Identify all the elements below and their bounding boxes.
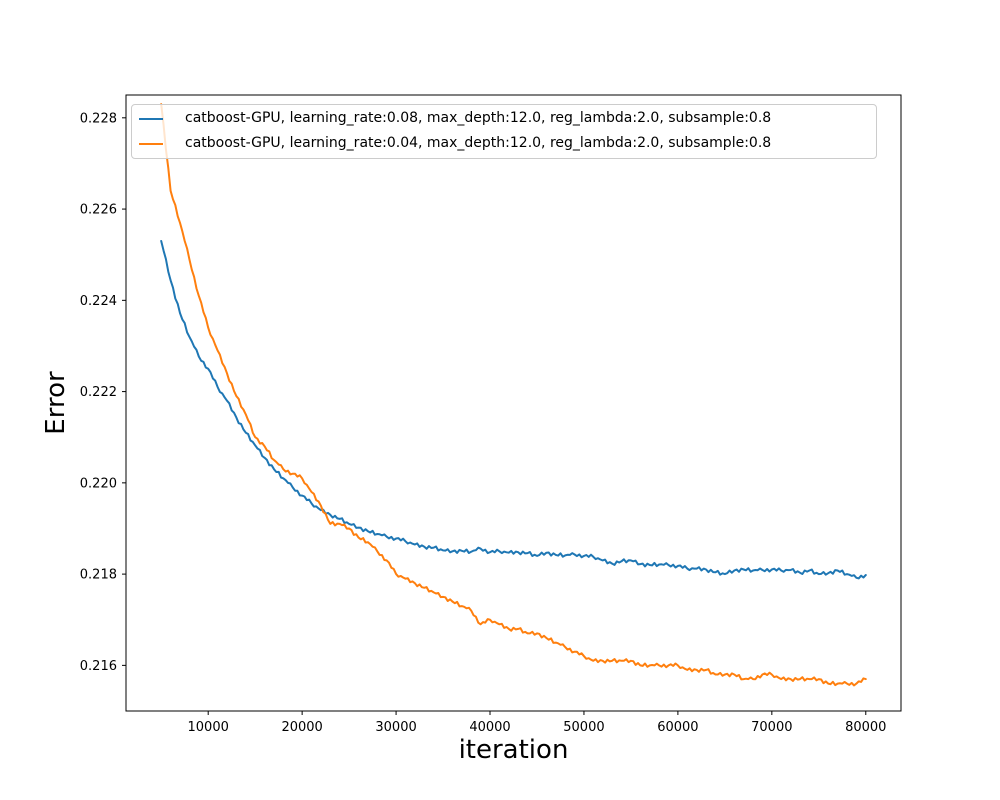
x-tick-label: 80000 [845, 720, 886, 735]
legend: catboost-GPU, learning_rate:0.08, max_de… [131, 104, 877, 159]
series-line-1 [160, 103, 867, 687]
x-tick-label: 50000 [563, 720, 604, 735]
x-tick-label: 60000 [657, 720, 698, 735]
legend-item: catboost-GPU, learning_rate:0.08, max_de… [139, 106, 868, 131]
y-tick-label: 0.218 [80, 568, 117, 583]
x-tick-label: 30000 [375, 720, 416, 735]
x-tick-label: 10000 [188, 720, 229, 735]
y-tick-label: 0.228 [80, 111, 117, 126]
legend-item: catboost-GPU, learning_rate:0.04, max_de… [139, 131, 868, 156]
y-tick-label: 0.216 [80, 659, 117, 674]
x-tick-label: 20000 [281, 720, 322, 735]
y-tick-label: 0.220 [80, 476, 117, 491]
y-axis-label: Error [41, 371, 71, 435]
legend-label-series-1: catboost-GPU, learning_rate:0.04, max_de… [185, 135, 772, 151]
legend-label-series-0: catboost-GPU, learning_rate:0.08, max_de… [185, 110, 772, 126]
x-tick-label: 70000 [751, 720, 792, 735]
legend-swatch-series-1 [139, 142, 163, 145]
series-line-0 [160, 240, 867, 580]
plot-area [125, 94, 902, 712]
legend-swatch-series-0 [139, 117, 163, 120]
x-axis-label: iteration [459, 735, 569, 765]
x-tick-label: 40000 [469, 720, 510, 735]
y-tick-label: 0.222 [80, 385, 117, 400]
y-tick-label: 0.224 [80, 294, 117, 309]
y-tick-label: 0.226 [80, 203, 117, 218]
